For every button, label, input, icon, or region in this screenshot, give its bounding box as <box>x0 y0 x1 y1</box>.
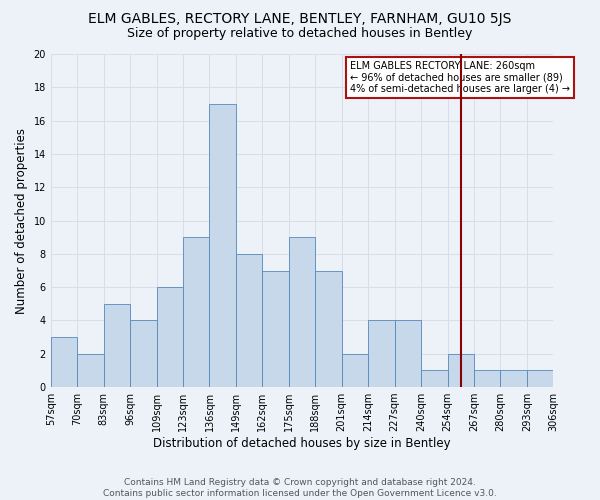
Bar <box>421 370 448 387</box>
Bar <box>527 370 553 387</box>
Text: ELM GABLES RECTORY LANE: 260sqm
← 96% of detached houses are smaller (89)
4% of : ELM GABLES RECTORY LANE: 260sqm ← 96% of… <box>350 60 570 94</box>
Bar <box>342 354 368 387</box>
X-axis label: Distribution of detached houses by size in Bentley: Distribution of detached houses by size … <box>153 437 451 450</box>
Bar <box>183 237 209 387</box>
Bar <box>51 337 77 387</box>
Bar <box>236 254 262 387</box>
Bar <box>130 320 157 387</box>
Bar <box>448 354 474 387</box>
Y-axis label: Number of detached properties: Number of detached properties <box>15 128 28 314</box>
Text: Size of property relative to detached houses in Bentley: Size of property relative to detached ho… <box>127 28 473 40</box>
Bar <box>289 237 315 387</box>
Bar <box>209 104 236 387</box>
Bar <box>104 304 130 387</box>
Bar <box>315 270 342 387</box>
Bar <box>157 287 183 387</box>
Bar <box>474 370 500 387</box>
Text: ELM GABLES, RECTORY LANE, BENTLEY, FARNHAM, GU10 5JS: ELM GABLES, RECTORY LANE, BENTLEY, FARNH… <box>88 12 512 26</box>
Bar <box>77 354 104 387</box>
Bar <box>500 370 527 387</box>
Bar <box>262 270 289 387</box>
Bar <box>395 320 421 387</box>
Bar <box>368 320 395 387</box>
Text: Contains HM Land Registry data © Crown copyright and database right 2024.
Contai: Contains HM Land Registry data © Crown c… <box>103 478 497 498</box>
